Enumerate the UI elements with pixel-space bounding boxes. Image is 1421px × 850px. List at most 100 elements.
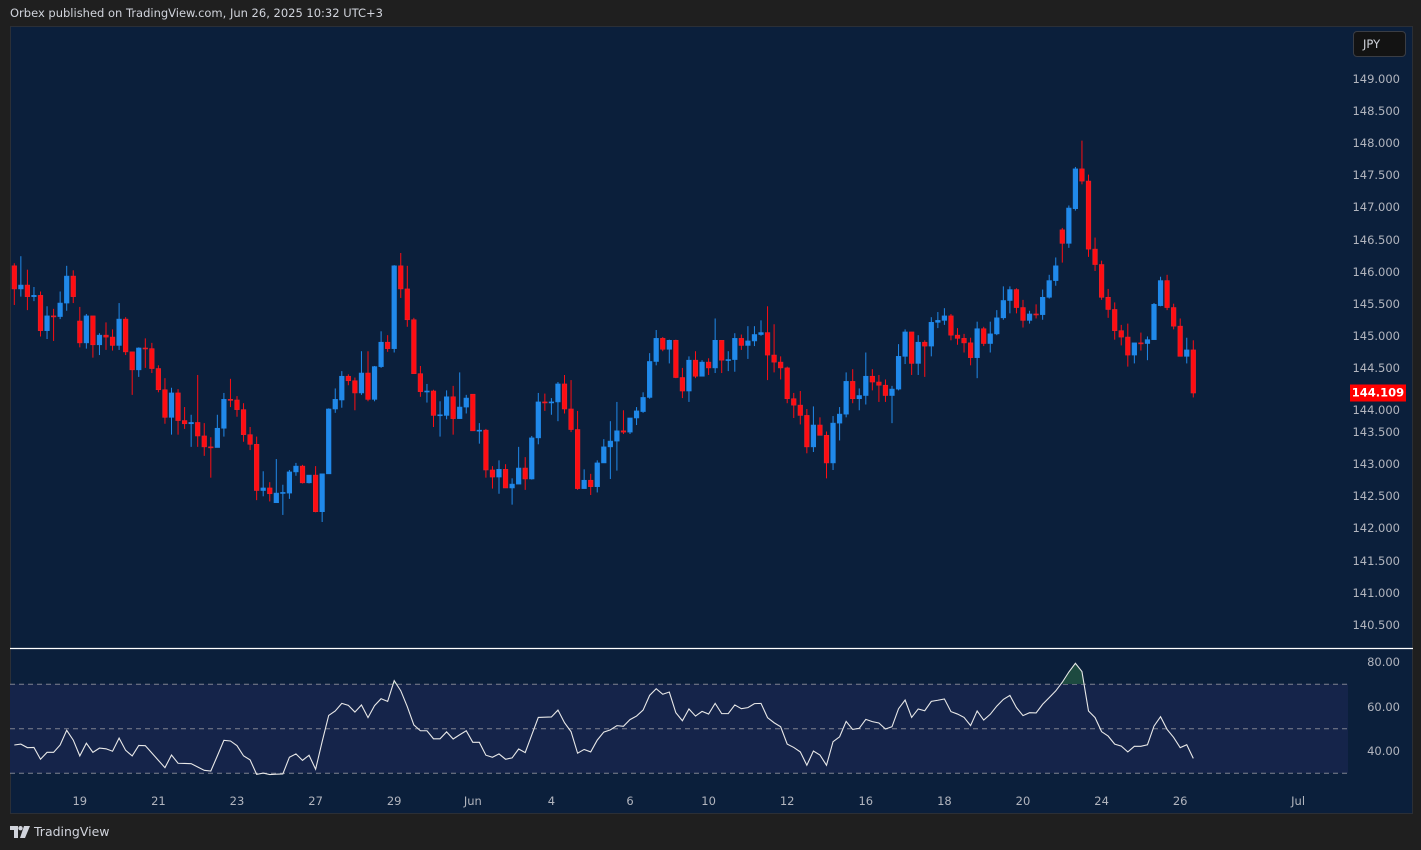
candle-body <box>620 430 627 433</box>
candle-body <box>352 380 358 394</box>
candle-body <box>149 348 155 369</box>
time-axis-label: Jun <box>463 794 482 808</box>
candle <box>31 287 37 302</box>
candle-body <box>1059 229 1065 244</box>
candle-body <box>83 315 89 344</box>
candle <box>561 374 568 414</box>
candle-body <box>168 392 175 418</box>
candle <box>430 389 437 427</box>
candle-body <box>437 414 443 417</box>
time-axis-label: 4 <box>547 794 556 808</box>
candle-body <box>273 492 279 504</box>
candle <box>1131 342 1137 364</box>
candle <box>509 478 515 505</box>
candle-body <box>260 487 266 491</box>
candle <box>1184 337 1190 364</box>
candle <box>981 326 987 347</box>
candle-body <box>90 315 96 346</box>
candle <box>588 473 594 496</box>
candle <box>974 321 980 379</box>
candle <box>240 403 247 442</box>
candle-body <box>404 288 410 321</box>
candle-body <box>450 396 456 419</box>
candle-body <box>37 295 44 331</box>
candle <box>319 473 325 522</box>
candle-body <box>1020 307 1026 321</box>
candle <box>247 426 253 451</box>
candle <box>437 401 443 437</box>
candle-body <box>928 322 934 347</box>
candle-body <box>496 469 502 478</box>
candle-body <box>1066 207 1072 244</box>
candle-body <box>470 393 476 432</box>
candle-body <box>280 492 286 494</box>
candle-body <box>673 339 679 378</box>
candle-body <box>719 339 725 361</box>
currency-button[interactable]: JPY <box>1353 31 1406 57</box>
candle-body <box>967 342 974 358</box>
candle-body <box>123 318 129 353</box>
candle-body <box>751 334 758 342</box>
candle-body <box>1157 280 1164 306</box>
candle-body <box>535 401 541 439</box>
candle <box>732 333 738 372</box>
candle <box>764 306 771 381</box>
price-axis-label: 148.500 <box>1352 104 1400 119</box>
candle <box>594 460 600 493</box>
candle <box>778 356 784 380</box>
candle <box>123 317 129 356</box>
candle-body <box>267 487 273 495</box>
candle <box>286 469 293 499</box>
price-axis-label: 146.000 <box>1352 264 1400 279</box>
candle-body <box>902 331 908 357</box>
candle <box>1085 174 1092 257</box>
candle-body <box>679 377 685 392</box>
candle-body <box>286 471 293 494</box>
candle-body <box>182 420 188 425</box>
candle-body <box>797 404 803 416</box>
candle <box>633 407 640 426</box>
candle <box>306 474 312 484</box>
candle <box>398 252 404 298</box>
candle <box>1144 336 1151 361</box>
footer-brand-label: TradingView <box>34 824 110 839</box>
candle <box>1040 289 1046 320</box>
candle-body <box>1085 180 1092 250</box>
candle-body <box>771 354 777 363</box>
candle <box>168 387 175 435</box>
candle-body <box>856 395 862 400</box>
candle <box>352 377 358 411</box>
candle-body <box>1040 296 1046 315</box>
candle-body <box>922 341 928 347</box>
candle-body <box>240 409 247 435</box>
price-axis-label: 146.500 <box>1352 232 1400 247</box>
candle <box>457 372 463 419</box>
candle <box>489 466 496 489</box>
candle <box>830 416 836 470</box>
candle-body <box>234 399 240 410</box>
footer-brand[interactable]: TradingView <box>10 824 110 839</box>
candle-body <box>876 381 882 386</box>
candle <box>1033 304 1039 319</box>
candle-body <box>378 341 384 367</box>
candle-body <box>457 406 463 419</box>
candle-body <box>647 361 653 398</box>
candle-body <box>529 437 535 480</box>
candle <box>1112 302 1118 340</box>
candle-body <box>823 435 830 464</box>
candle-body <box>561 383 568 410</box>
candle <box>267 482 273 502</box>
candle <box>1092 237 1098 271</box>
candle-body <box>345 375 351 382</box>
candle-body <box>247 434 253 445</box>
candle <box>548 398 554 415</box>
candle <box>1099 260 1105 300</box>
candle-body <box>699 361 705 377</box>
candle-body <box>516 467 522 485</box>
candle <box>470 393 476 432</box>
candle-body <box>764 332 771 356</box>
candle <box>1046 274 1052 299</box>
candle <box>601 439 607 464</box>
candle <box>882 379 889 402</box>
